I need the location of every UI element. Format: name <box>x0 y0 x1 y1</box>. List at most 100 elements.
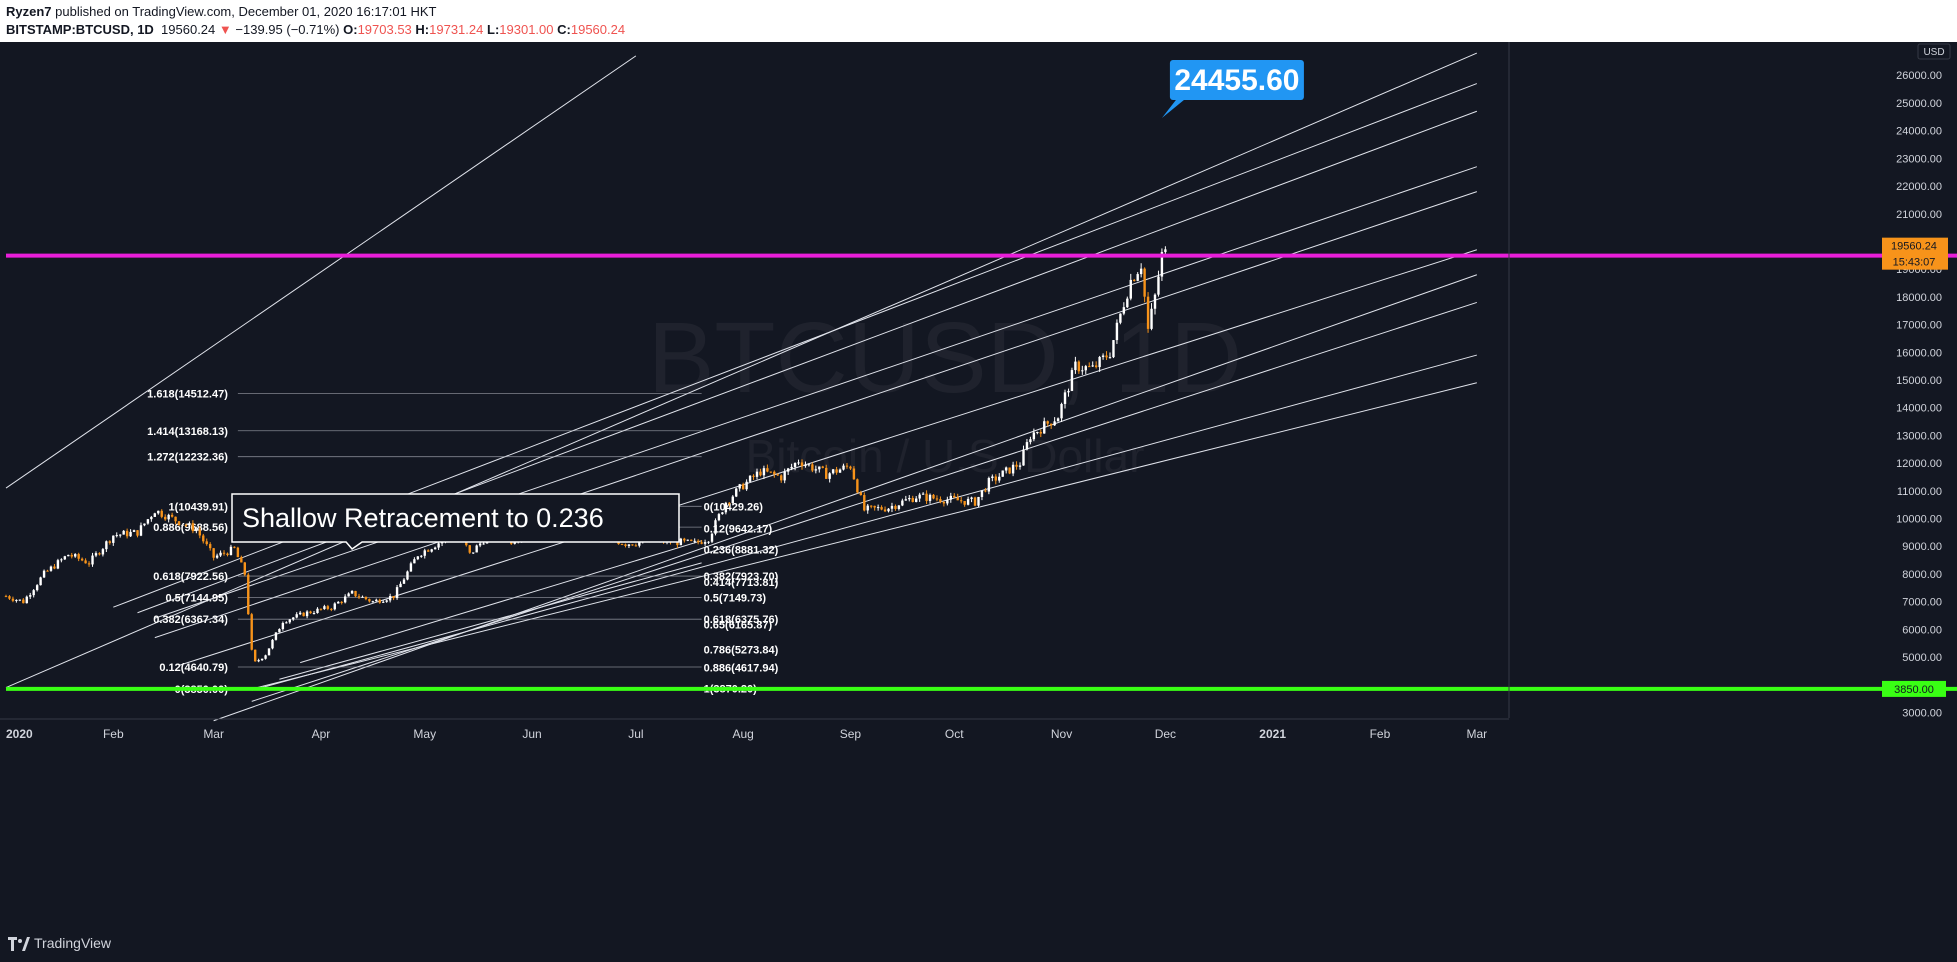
y-tick-label: 7000.00 <box>1902 597 1942 609</box>
candle-body <box>1067 390 1070 393</box>
candle-body <box>624 544 627 546</box>
candle-body <box>371 601 375 603</box>
candle-body <box>918 494 921 499</box>
candle-body <box>786 468 790 472</box>
candle-body <box>361 596 364 598</box>
publish-info: Ryzen7 published on TradingView.com, Dec… <box>6 4 437 19</box>
candle-body <box>738 484 741 489</box>
low-label: L: <box>487 22 500 37</box>
candle-body <box>326 606 330 609</box>
candle-body <box>170 514 174 517</box>
price-callout[interactable]: 24455.60 <box>1161 60 1304 119</box>
fib-left-label: 0.5(7144.95) <box>165 593 228 605</box>
candle-body <box>800 462 804 467</box>
candle-body <box>150 516 153 520</box>
candle-body <box>987 478 991 492</box>
candle-body <box>105 541 108 550</box>
fib-right-label: 0.786(5273.84) <box>704 644 779 656</box>
candle-body <box>22 599 25 604</box>
countdown-text: 15:43:07 <box>1893 257 1936 269</box>
candle-body <box>748 475 752 482</box>
candle-body <box>1126 298 1129 308</box>
candle-body <box>29 595 32 597</box>
candle-body <box>1098 356 1101 368</box>
candle-body <box>890 505 894 509</box>
candle-body <box>946 499 949 504</box>
channel-line <box>5 52 1478 688</box>
x-tick-label: 2021 <box>1259 727 1286 741</box>
watermark-name: Bitcoin / U.S. Dollar <box>746 430 1145 482</box>
tradingview-brand[interactable]: TradingView <box>34 935 112 951</box>
fib-left-label: 0.12(4640.79) <box>159 662 228 674</box>
candle-body <box>475 545 478 553</box>
candle-body <box>115 535 118 537</box>
callout-text: 24455.60 <box>1174 64 1299 97</box>
candle-body <box>1112 340 1115 358</box>
candle-body <box>686 539 689 541</box>
candle-body <box>1056 418 1060 422</box>
candle-body <box>901 500 904 506</box>
fib-left-label: 1.272(12232.36) <box>147 452 228 464</box>
price-chart[interactable]: BTCUSD, 1D Bitcoin / U.S. Dollar 1.618(1… <box>0 42 1957 925</box>
candle-body <box>375 599 378 602</box>
candle-body <box>752 475 755 477</box>
candle-body <box>773 471 776 475</box>
close-value: 19560.24 <box>570 22 626 37</box>
fib-right-label: 0.236(8881.32) <box>704 545 779 557</box>
candle-body <box>281 622 285 630</box>
price-axis[interactable]: 3000.004000.005000.006000.007000.008000.… <box>1508 42 1951 719</box>
candle-body <box>219 552 222 556</box>
candle-body <box>731 496 734 504</box>
y-tick-label: 11000.00 <box>1897 486 1942 498</box>
candle-body <box>119 534 122 536</box>
candle-body <box>876 507 880 509</box>
fib-right-label: 0(10429.26) <box>704 502 764 514</box>
pitchfork-channel-lines <box>5 52 1478 722</box>
candle-body <box>157 510 160 514</box>
candle-body <box>724 502 728 513</box>
time-axis[interactable]: 2020 Feb Mar Apr May Jun Jul Aug Sep Oct Nov Dec 202… <box>0 718 1509 741</box>
candle-body <box>821 466 824 468</box>
candle-body <box>202 535 205 542</box>
candle-body <box>1153 294 1157 309</box>
candle-body <box>195 529 198 532</box>
candle-body <box>873 505 876 508</box>
candle-body <box>42 570 46 578</box>
candle-body <box>260 658 264 661</box>
price-change: −139.95 (−0.71%) <box>235 22 340 37</box>
candle-body <box>963 501 966 505</box>
candle-body <box>1101 355 1105 357</box>
watermark-symbol: BTCUSD, 1D <box>648 302 1243 414</box>
candle-body <box>980 490 984 497</box>
candle-body <box>880 507 883 510</box>
y-tick-label: 5000.00 <box>1902 652 1942 664</box>
candle-body <box>236 547 240 558</box>
fib-left-label: 1(10439.91) <box>169 501 229 513</box>
candle-body <box>91 555 94 565</box>
candle-body <box>870 505 873 507</box>
candle-body <box>188 523 191 526</box>
candle-body <box>129 531 132 537</box>
candle-body <box>298 612 302 615</box>
x-tick-label: Aug <box>732 727 753 741</box>
published-text: published on TradingView.com, December 0… <box>55 4 437 19</box>
candle-body <box>700 542 703 544</box>
candle-body <box>966 498 970 505</box>
candle-body <box>842 465 845 470</box>
candle-body <box>814 469 818 471</box>
candle-body <box>302 612 305 617</box>
candle-body <box>247 574 250 615</box>
last-price: 19560.24 <box>161 22 216 37</box>
candle-body <box>146 519 150 524</box>
candle-body <box>949 495 953 500</box>
candle-body <box>828 473 831 479</box>
candle-body <box>94 553 98 556</box>
text-annotation[interactable]: Shallow Retracement to 0.236 <box>231 493 680 551</box>
candle-body <box>1022 449 1025 466</box>
candle-body <box>766 468 769 472</box>
y-tick-label: 18000.00 <box>1896 292 1942 304</box>
author-name[interactable]: Ryzen7 <box>6 4 52 19</box>
symbol-label[interactable]: BITSTAMP:BTCUSD, 1D <box>6 22 154 37</box>
last-price-text: 19560.24 <box>1891 241 1937 253</box>
candle-body <box>274 632 278 640</box>
